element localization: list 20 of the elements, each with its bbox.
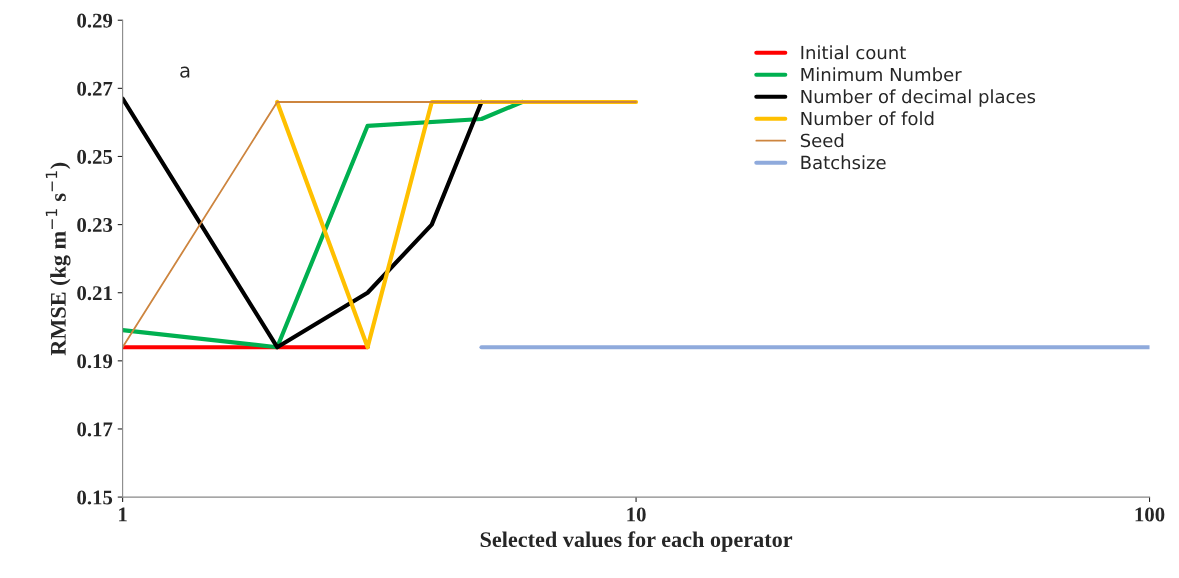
x-tick-label: 1 [119, 507, 127, 522]
legend-label: Initial count [801, 45, 906, 60]
y-tick-label: 0.23 [77, 217, 113, 233]
annotation: a [180, 66, 190, 78]
y-tick-label: 0.29 [77, 13, 113, 28]
y-tick-label: 0.17 [77, 422, 113, 437]
x-tick-label: 100 [1135, 507, 1165, 522]
y-tick-label: 0.19 [77, 354, 113, 369]
y-axis-title: RMSE (kg m$^{−1}$ s$^{−1}$) [45, 162, 71, 356]
x-tick-label: 10 [627, 507, 646, 522]
legend-label: Minimum Number [801, 67, 962, 82]
y-tick-label: 0.21 [77, 286, 112, 301]
legend-label: Number of decimal places [801, 89, 1036, 107]
legend-label: Batchsize [801, 155, 886, 170]
y-tick-label: 0.27 [77, 81, 113, 96]
legend-label: Seed [800, 133, 844, 148]
x-axis-title: Selected values for each operator [480, 531, 793, 552]
y-tick-label: 0.15 [77, 490, 113, 505]
y-tick-label: 0.25 [77, 149, 113, 164]
legend-label: Number of fold [801, 111, 934, 126]
